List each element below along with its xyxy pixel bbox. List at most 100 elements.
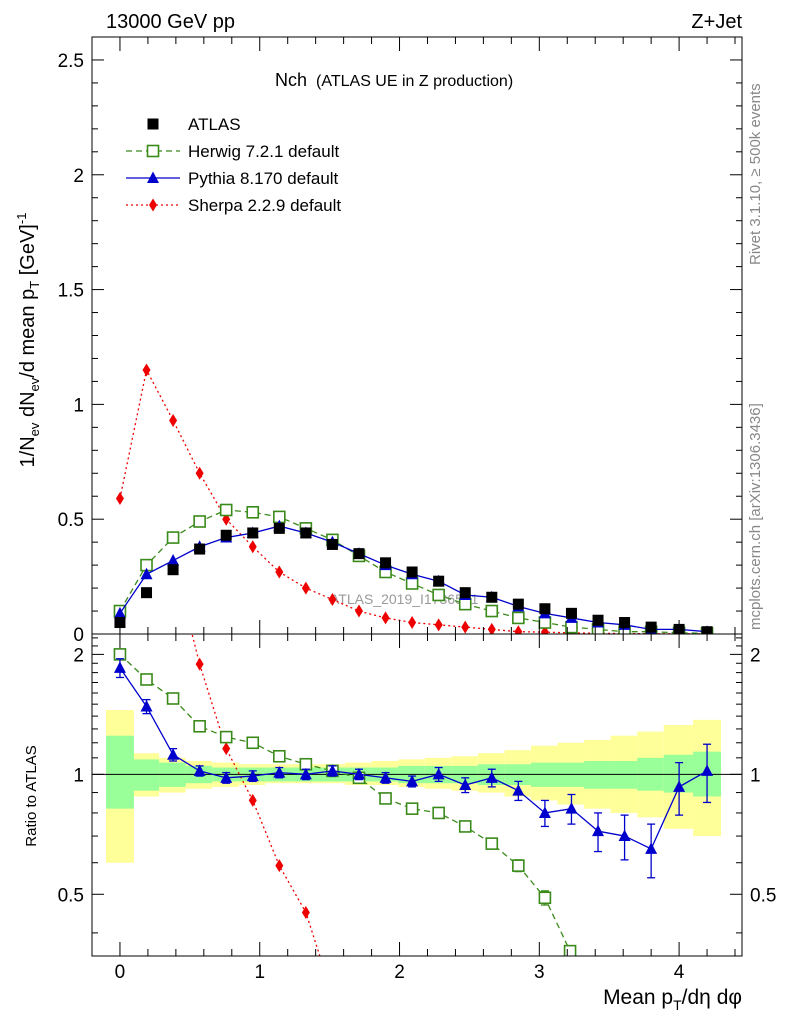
ratio-marker-sherpa bbox=[195, 657, 204, 671]
ratio-marker-herwig bbox=[219, 730, 233, 744]
header-process-label: Z+Jet bbox=[691, 11, 742, 33]
band-inner-bin bbox=[133, 759, 160, 791]
main-y-axis-label: 1/Nev dNev/d mean pT [GeV]-1 bbox=[14, 213, 42, 468]
plot-title-main: Nch bbox=[275, 70, 307, 90]
ratio-marker-sherpa bbox=[248, 793, 257, 807]
ratio-y-tick-label-left: 2 bbox=[73, 645, 84, 666]
ratio-marker-pythia bbox=[592, 824, 605, 837]
xlabel-sub-a: T bbox=[673, 997, 682, 1013]
ylabel-sup-d: -1 bbox=[14, 213, 29, 225]
ratio-marker-herwig bbox=[405, 802, 419, 815]
ratio-marker-herwig bbox=[140, 673, 153, 686]
ratio-marker-sherpa bbox=[222, 742, 231, 756]
ratio-marker-pythia bbox=[673, 780, 686, 792]
x-tick-label: 1 bbox=[254, 962, 265, 983]
ratio-marker-pythia bbox=[701, 764, 714, 776]
main-marker-atlas bbox=[220, 529, 232, 541]
main-marker-pythia bbox=[113, 606, 126, 619]
ratio-marker-pythia bbox=[645, 842, 658, 854]
ratio-y-axis-label: Ratio to ATLAS bbox=[23, 745, 40, 846]
plot-title-sub: (ATLAS UE in Z production) bbox=[316, 73, 513, 90]
legend-label-pythia: Pythia 8.170 default bbox=[188, 169, 339, 188]
x-tick-label: 2 bbox=[394, 962, 405, 983]
legend-label-sherpa: Sherpa 2.2.9 default bbox=[188, 196, 341, 215]
main-marker-atlas bbox=[619, 617, 631, 629]
main-marker-sherpa bbox=[328, 593, 337, 607]
ratio-marker-herwig bbox=[432, 806, 445, 820]
main-y-tick-label: 1.5 bbox=[58, 281, 84, 302]
ratio-marker-pythia bbox=[565, 802, 578, 814]
main-marker-herwig bbox=[538, 616, 552, 629]
axis-ticks: 0 0.5 1 1.5 2 2.5 0 1 2 3 4 0.5 0.5 1 1 2 2 bbox=[58, 36, 776, 983]
main-marker-sherpa bbox=[461, 620, 470, 634]
legend-marker-herwig bbox=[146, 144, 160, 158]
ratio-marker-pythia bbox=[220, 771, 233, 783]
main-marker-atlas bbox=[433, 575, 445, 587]
ratio-marker-herwig bbox=[193, 719, 206, 733]
ratio-y-tick-label-left: 0.5 bbox=[58, 885, 84, 906]
main-marker-sherpa bbox=[434, 618, 443, 632]
main-marker-sherpa bbox=[514, 625, 523, 634]
ylabel-part-a: 1/N bbox=[17, 436, 39, 467]
ratio-marker-pythia bbox=[140, 699, 153, 712]
ratio-panel-frame bbox=[91, 633, 743, 957]
main-marker-sherpa bbox=[195, 466, 204, 480]
main-marker-pythia bbox=[167, 554, 180, 566]
main-marker-atlas bbox=[512, 598, 524, 610]
x-tick-label: 3 bbox=[534, 962, 545, 983]
ratio-marker-pythia bbox=[379, 771, 392, 783]
ratio-y-tick-label-right: 2 bbox=[750, 645, 761, 666]
main-marker-atlas bbox=[406, 566, 418, 578]
main-y-tick-label: 2 bbox=[73, 166, 84, 187]
ratio-marker-sherpa bbox=[275, 859, 284, 873]
legend-label-atlas: ATLAS bbox=[188, 115, 241, 134]
ratio-marker-pythia bbox=[432, 767, 445, 780]
ratio-marker-herwig bbox=[458, 820, 472, 833]
main-marker-atlas bbox=[353, 548, 365, 560]
main-marker-atlas bbox=[167, 564, 179, 576]
main-marker-herwig bbox=[193, 515, 206, 528]
main-marker-atlas bbox=[486, 591, 498, 603]
ratio-marker-sherpa bbox=[301, 906, 310, 920]
ratio-marker-pythia bbox=[326, 764, 339, 776]
ratio-marker-herwig bbox=[166, 692, 180, 705]
main-marker-sherpa bbox=[142, 363, 151, 377]
main-marker-atlas bbox=[380, 557, 392, 569]
analysis-watermark: ATLAS_2019_I1736531 bbox=[330, 591, 479, 607]
ylabel-part-c: /d mean p bbox=[17, 289, 39, 378]
ylabel-sub-a: ev bbox=[27, 422, 42, 436]
main-panel-series bbox=[113, 363, 714, 634]
ratio-marker-herwig bbox=[563, 944, 577, 956]
ratio-panel-series bbox=[113, 634, 714, 956]
main-marker-atlas bbox=[194, 543, 206, 555]
ratio-marker-herwig bbox=[273, 749, 286, 763]
main-y-tick-label: 0.5 bbox=[58, 510, 84, 531]
ratio-marker-pythia bbox=[273, 766, 286, 778]
ratio-marker-herwig bbox=[538, 891, 552, 905]
main-marker-herwig bbox=[512, 611, 525, 625]
ratio-marker-pythia bbox=[512, 784, 525, 796]
main-marker-herwig bbox=[485, 604, 499, 618]
main-marker-atlas bbox=[247, 527, 259, 539]
ratio-marker-herwig bbox=[512, 859, 525, 872]
ratio-y-tick-label-left: 1 bbox=[73, 765, 84, 786]
ratio-line-herwig bbox=[119, 653, 571, 952]
main-marker-sherpa bbox=[169, 413, 178, 427]
main-marker-atlas bbox=[539, 603, 551, 615]
ratio-marker-pythia bbox=[167, 748, 180, 760]
header-energy-label: 13000 GeV pp bbox=[106, 11, 235, 33]
ratio-marker-herwig bbox=[379, 792, 392, 805]
ratio-marker-pythia bbox=[246, 769, 259, 782]
main-marker-sherpa bbox=[381, 611, 390, 625]
main-marker-herwig bbox=[166, 531, 180, 544]
main-y-tick-label: 0 bbox=[73, 625, 84, 646]
main-marker-herwig bbox=[432, 588, 445, 602]
main-marker-sherpa bbox=[115, 492, 124, 506]
legend-marker-pythia bbox=[147, 171, 159, 183]
legend-marker-sherpa bbox=[149, 198, 157, 212]
ratio-marker-pythia bbox=[113, 661, 126, 673]
band-inner-bin bbox=[105, 735, 134, 809]
ratio-y-tick-label-right: 1 bbox=[750, 765, 761, 786]
ratio-marker-pythia bbox=[459, 778, 472, 791]
